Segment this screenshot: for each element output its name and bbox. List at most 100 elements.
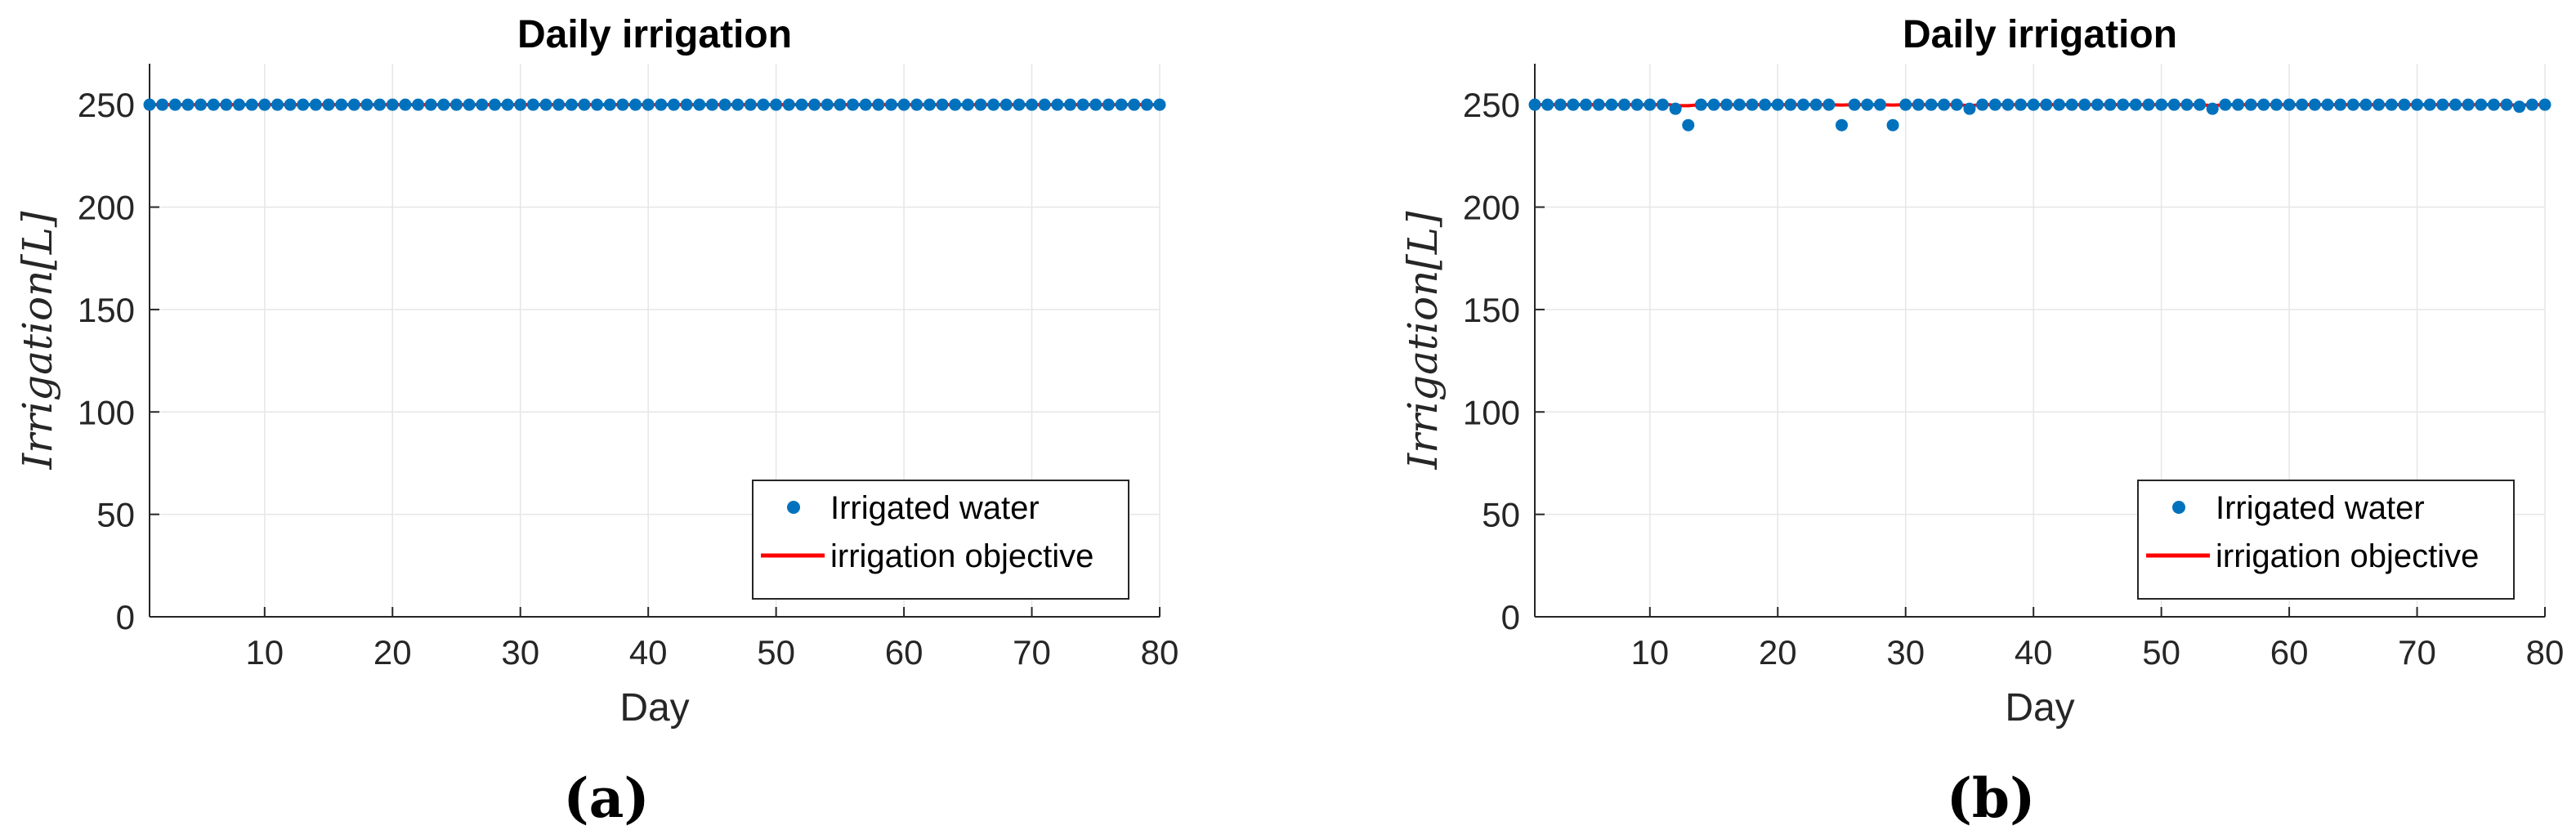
irrigated-water-point	[1656, 98, 1669, 111]
irrigated-water-point	[1630, 98, 1644, 111]
irrigated-water-point	[2270, 98, 2283, 111]
irrigated-water-point	[2462, 98, 2475, 111]
irrigated-water-point	[1861, 98, 1874, 111]
irrigated-water-point	[2040, 98, 2053, 111]
irrigated-water-point	[2001, 98, 2015, 111]
irrigated-water-point	[629, 98, 642, 111]
irrigated-water-point	[412, 98, 425, 111]
irrigated-water-point	[437, 98, 450, 111]
irrigated-water-point	[1153, 98, 1166, 111]
y-tick-label: 150	[1463, 291, 1520, 329]
irrigated-water-point	[1051, 98, 1064, 111]
irrigated-water-point	[207, 98, 220, 111]
irrigated-water-point	[271, 98, 284, 111]
irrigated-water-point	[2373, 98, 2386, 111]
y-tick-label: 0	[116, 598, 135, 636]
irrigated-water-point	[974, 98, 987, 111]
y-axis-label: Irrigation[L]	[1399, 211, 1447, 470]
irrigated-water-point	[1848, 98, 1861, 111]
irrigated-water-point	[680, 98, 693, 111]
irrigated-water-point	[1886, 118, 1899, 132]
irrigated-water-point	[335, 98, 348, 111]
irrigated-water-point	[1950, 98, 1963, 111]
irrigated-water-point	[2052, 98, 2065, 111]
x-tick-label: 70	[2398, 633, 2436, 672]
legend-label-irrigated-water: Irrigated water	[2216, 490, 2425, 526]
irrigated-water-point	[1938, 98, 1951, 111]
y-tick-label: 50	[1482, 496, 1520, 534]
irrigated-water-point	[1038, 98, 1051, 111]
irrigated-water-point	[156, 98, 169, 111]
irrigated-water-point	[1554, 98, 1567, 111]
irrigated-water-point	[578, 98, 591, 111]
irrigated-water-point	[1963, 102, 1976, 115]
irrigated-water-point	[284, 98, 297, 111]
irrigated-water-point	[399, 98, 412, 111]
x-tick-label: 50	[757, 633, 795, 672]
legend-box	[2137, 480, 2515, 600]
irrigated-water-point	[258, 98, 271, 111]
irrigated-water-point	[770, 98, 783, 111]
irrigated-water-point	[2296, 98, 2309, 111]
irrigated-water-point	[872, 98, 885, 111]
irrigated-water-point	[2104, 98, 2117, 111]
y-tick-label: 250	[1463, 86, 1520, 124]
irrigated-water-point	[1528, 98, 1541, 111]
irrigated-water-point	[539, 98, 552, 111]
panel-caption: (a)	[563, 766, 649, 830]
irrigated-water-point	[884, 98, 897, 111]
irrigated-water-point	[757, 98, 770, 111]
y-tick-label: 100	[1463, 393, 1520, 431]
x-tick-label: 80	[1141, 633, 1179, 672]
y-tick-label: 50	[96, 496, 135, 534]
irrigated-water-point	[1759, 98, 1772, 111]
irrigated-water-point	[1694, 98, 1707, 111]
irrigated-water-point	[309, 98, 322, 111]
irrigated-water-point	[808, 98, 821, 111]
irrigated-water-point	[360, 98, 373, 111]
legend-marker-irrigated-water	[787, 501, 800, 514]
irrigated-water-point	[1733, 98, 1746, 111]
irrigated-water-point	[705, 98, 718, 111]
irrigated-water-point	[2525, 98, 2538, 111]
irrigated-water-point	[2321, 98, 2334, 111]
panel-caption: (b)	[1947, 766, 2036, 830]
y-axis-label: Irrigation[L]	[14, 211, 61, 470]
irrigated-water-point	[2015, 98, 2028, 111]
irrigated-water-point	[1140, 98, 1153, 111]
irrigated-water-point	[1076, 98, 1089, 111]
irrigated-water-point	[476, 98, 489, 111]
irrigated-water-point	[1580, 98, 1593, 111]
irrigated-water-point	[565, 98, 578, 111]
irrigated-water-point	[1669, 102, 1682, 115]
irrigated-water-point	[2423, 98, 2436, 111]
irrigated-water-point	[1925, 98, 1938, 111]
legend: Irrigated water irrigation objective	[2137, 480, 2515, 600]
x-tick-label: 20	[373, 633, 412, 672]
x-tick-label: 10	[1630, 633, 1669, 672]
irrigated-water-point	[424, 98, 437, 111]
irrigated-water-point	[2513, 100, 2526, 114]
irrigated-water-point	[1644, 98, 1657, 111]
irrigated-water-point	[1605, 98, 1618, 111]
irrigated-water-point	[2334, 98, 2347, 111]
irrigated-water-point	[1013, 98, 1026, 111]
irrigated-water-point	[1912, 98, 1925, 111]
irrigated-water-point	[2194, 98, 2207, 111]
irrigated-water-point	[1128, 98, 1141, 111]
irrigated-water-point	[1063, 98, 1076, 111]
irrigated-water-point	[1976, 98, 1989, 111]
irrigated-water-point	[2500, 98, 2513, 111]
irrigated-water-point	[1682, 118, 1695, 132]
irrigated-water-point	[2219, 98, 2232, 111]
irrigated-water-point	[2436, 98, 2449, 111]
irrigated-water-point	[1899, 98, 1912, 111]
irrigated-water-point	[1089, 98, 1102, 111]
irrigated-water-point	[2475, 98, 2488, 111]
irrigated-water-point	[1809, 98, 1822, 111]
irrigated-water-point	[744, 98, 757, 111]
irrigated-water-point	[1115, 98, 1128, 111]
irrigated-water-point	[297, 98, 310, 111]
irrigated-water-point	[552, 98, 566, 111]
